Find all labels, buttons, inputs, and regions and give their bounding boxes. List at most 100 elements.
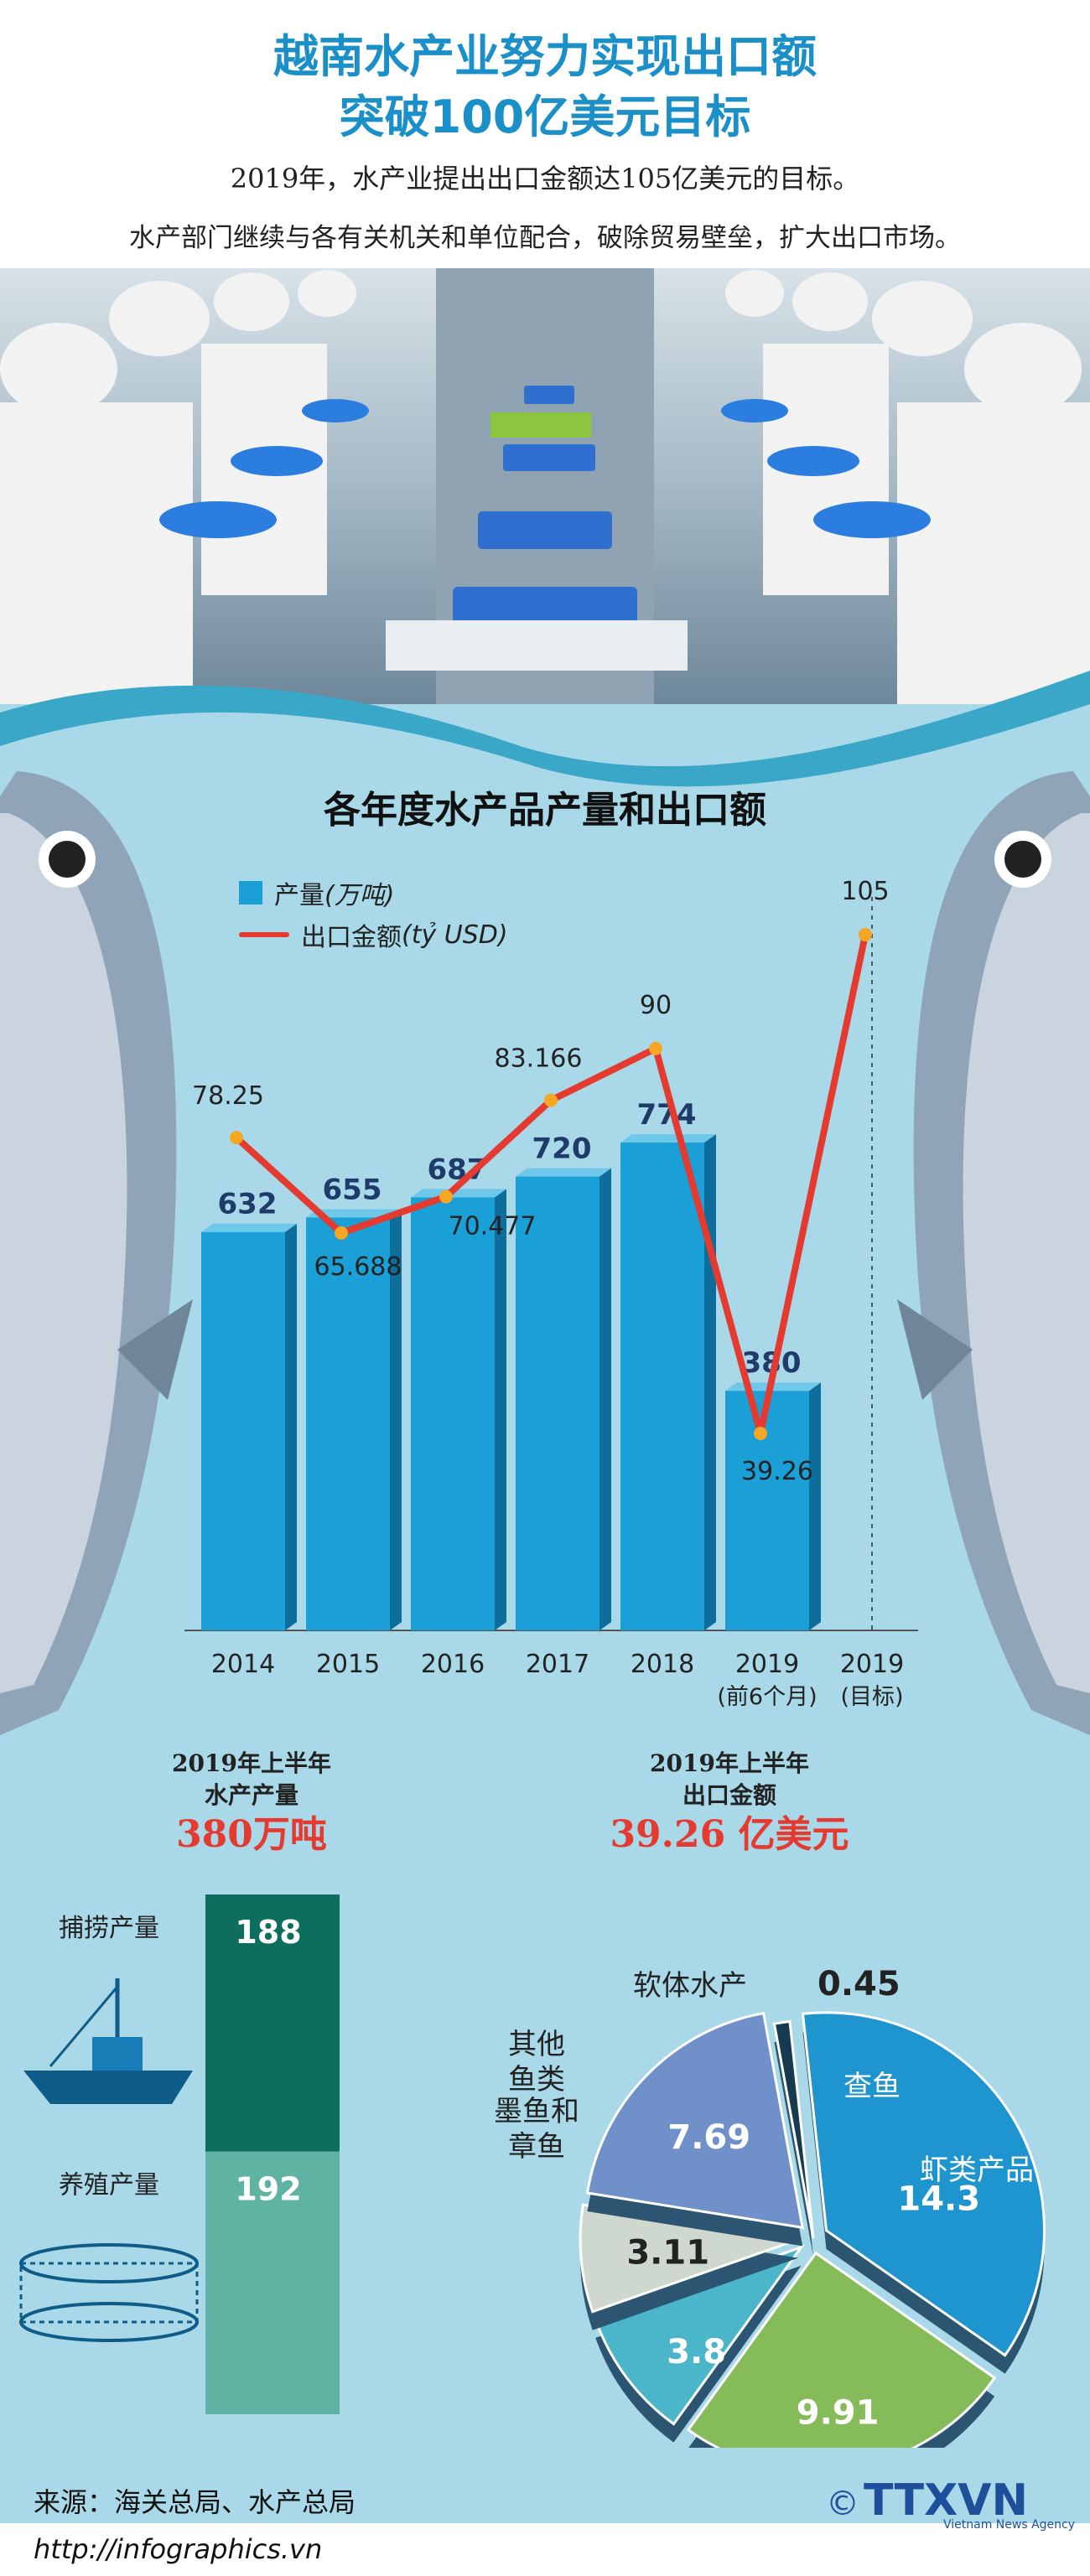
bar <box>620 1142 704 1630</box>
summary-export: 2019年上半年 出口金额 39.26 亿美元 <box>587 1748 872 1858</box>
chart-legend: 产量 (万吨) 出口金额 (tỷ USD) <box>239 872 508 956</box>
line-marker <box>439 1190 453 1204</box>
x-tick-label: 2014 <box>211 1650 275 1679</box>
line-marker <box>649 1041 662 1055</box>
subtitle-2: 水产部门继续与各有关机关和单位配合，破除贸易壁垒，扩大出口市场。 <box>129 223 961 253</box>
bar-label: 774 <box>637 1098 697 1132</box>
pie-slice-name: 虾类产品 <box>920 2154 1034 2187</box>
summary-production-label: 2019年上半年 水产产量 <box>172 1749 331 1809</box>
x-tick-sublabel: (目标) <box>840 1684 903 1710</box>
copyright-symbol: © <box>826 2485 859 2523</box>
pie-slice-name: 查鱼 <box>843 2070 901 2103</box>
logo-text: TTXVN <box>864 2475 1028 2526</box>
bar <box>411 1197 495 1630</box>
source-note: 来源：海关总局、水产总局 <box>34 2486 356 2518</box>
x-tick-label: 2019 <box>840 1650 904 1679</box>
bar-side <box>390 1209 402 1630</box>
x-tick-sublabel: (前6个月) <box>717 1684 817 1710</box>
stack-value: 192 <box>235 2171 301 2208</box>
legend-bar-name: 产量 <box>274 881 324 910</box>
pie-slice-value: 14.3 <box>897 2179 980 2218</box>
pie-slice-value: 3.8 <box>667 2333 726 2371</box>
pie-slice-value: 9.91 <box>797 2394 880 2433</box>
pie-slice <box>772 2019 815 2239</box>
x-tick-label: 2015 <box>316 1650 380 1679</box>
bar <box>725 1391 809 1630</box>
pie-slice-name: 章鱼 <box>508 2130 565 2164</box>
header: 越南水产业努力实现出口额 突破100亿美元目标 2019年，水产业提出出口金额达… <box>0 0 1090 268</box>
summary-production-number: 380 <box>176 1813 253 1856</box>
line-label: 70.477 <box>449 1211 537 1241</box>
pie-slice-name: 鱼类 <box>508 2063 565 2097</box>
fish-left <box>0 771 193 1735</box>
pie-slice-name: 其他 <box>508 2028 565 2061</box>
x-tick-label: 2019 <box>735 1650 799 1679</box>
line-marker <box>859 928 872 942</box>
line-label: 78.25 <box>192 1081 264 1111</box>
legend-bar-swatch <box>239 881 262 904</box>
stack-value: 188 <box>235 1914 301 1951</box>
fish-cage-icon <box>19 2243 199 2342</box>
title-line-2: 突破100亿美元目标 <box>339 91 751 143</box>
bar-label: 655 <box>323 1173 382 1206</box>
pie-slice-value: 7.69 <box>667 2118 750 2157</box>
page-title: 越南水产业努力实现出口额 突破100亿美元目标 <box>0 27 1090 148</box>
bar-side <box>495 1189 506 1630</box>
legend-line-unit: (tỷ USD) <box>402 920 508 950</box>
title-line-1: 越南水产业努力实现出口额 <box>273 30 817 83</box>
legend-bar-unit: (万吨) <box>324 881 395 910</box>
legend-line-swatch <box>239 932 289 937</box>
pie-slice-name: 软体水产 <box>633 1969 747 2003</box>
bar-top <box>516 1168 611 1177</box>
ttxvn-logo: © TTXVN Vietnam News Agency <box>826 2475 1075 2532</box>
production-stack-chart: 188 捕捞产量 192 养殖产量 <box>19 1894 340 2414</box>
line-label: 65.688 <box>314 1252 402 1282</box>
bar-side <box>285 1223 297 1630</box>
summary-production: 2019年上半年 水产产量 380万吨 <box>126 1748 377 1858</box>
bar <box>516 1176 600 1630</box>
footer-url: http://infographics.vn <box>34 2533 323 2565</box>
line-label: 39.26 <box>741 1457 813 1486</box>
line-marker <box>544 1093 558 1107</box>
stack-segment <box>205 2151 340 2414</box>
bar <box>201 1231 285 1630</box>
subtitle-1: 2019年，水产业提出出口金额达105亿美元的目标。 <box>230 163 860 194</box>
line-label: 90 <box>640 991 672 1020</box>
bar-side <box>600 1168 611 1630</box>
logo-subtext: Vietnam News Agency <box>943 2518 1075 2532</box>
chart-title: 各年度水产品产量和出口额 <box>324 789 766 832</box>
production-export-chart: 632 65568772077438078.2565.68870.47783.16… <box>184 877 918 1710</box>
summary-export-number: 39.26 <box>610 1813 726 1856</box>
x-tick-label: 2016 <box>421 1650 485 1679</box>
pie-slice-value: 3.11 <box>626 2233 709 2272</box>
stack-category: 捕捞产量 <box>59 1914 159 1943</box>
bar-side <box>809 1382 821 1630</box>
pie-slice <box>801 2011 1046 2357</box>
line-marker <box>230 1131 243 1145</box>
line-marker <box>754 1427 767 1440</box>
legend-item-line: 出口金额 (tỷ USD) <box>239 914 508 956</box>
bar-top <box>306 1209 402 1218</box>
export-pie-chart: 软体水产0.45虾类产品14.3查鱼9.91金枪鱼3.8墨鱼和章鱼3.11其他鱼… <box>494 1965 1046 2448</box>
line-label: 105 <box>841 877 889 906</box>
fish-right <box>897 771 1090 1735</box>
summary-production-unit: 万吨 <box>252 1813 327 1856</box>
boat-icon <box>23 1978 193 2104</box>
bar-label: 720 <box>532 1133 592 1166</box>
bar-top <box>411 1189 506 1198</box>
stack-segment <box>205 1894 340 2152</box>
legend-line-name: 出口金额 <box>301 923 402 952</box>
pie-slice-value: 0.45 <box>818 1965 901 2003</box>
bar-top <box>620 1133 716 1143</box>
stack-category: 养殖产量 <box>59 2171 159 2200</box>
x-tick-label: 2018 <box>631 1650 694 1679</box>
pie-slice <box>686 2251 997 2448</box>
summary-export-label: 2019年上半年 出口金额 <box>650 1749 809 1809</box>
bar-label: 632 <box>218 1188 278 1221</box>
footer-bar <box>0 2523 1090 2576</box>
bar-top <box>201 1223 297 1232</box>
x-tick-label: 2017 <box>526 1650 589 1679</box>
pie-slice-depth <box>774 2040 813 2257</box>
factory-photo <box>0 268 1090 704</box>
